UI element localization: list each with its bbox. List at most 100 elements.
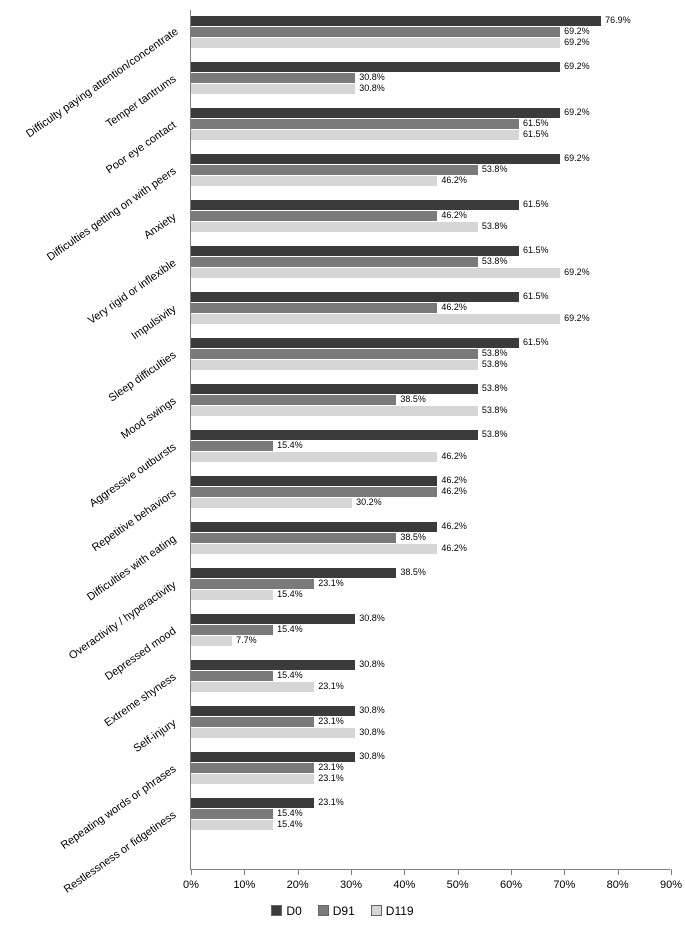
bar-D0 (191, 246, 519, 256)
x-tick-label: 90% (660, 879, 682, 891)
bar-D0 (191, 154, 560, 164)
bar-D0 (191, 430, 478, 440)
bar-D91 (191, 533, 396, 543)
bar-D119 (191, 406, 478, 416)
bar-value-label: 23.1% (318, 681, 344, 691)
bar-value-label: 30.8% (359, 751, 385, 761)
bar-value-label: 30.8% (359, 613, 385, 623)
bar-D91 (191, 671, 273, 681)
x-tick-label: 80% (607, 879, 629, 891)
bar-value-label: 38.5% (400, 532, 426, 542)
bar-D91 (191, 257, 478, 267)
bar-value-label: 69.2% (564, 313, 590, 323)
bar-D0 (191, 384, 478, 394)
bar-value-label: 46.2% (441, 175, 467, 185)
bar-D91 (191, 165, 478, 175)
bar-D119 (191, 84, 355, 94)
bar-D0 (191, 614, 355, 624)
bar-D119 (191, 544, 437, 554)
bar-D119 (191, 774, 314, 784)
bar-value-label: 15.4% (277, 589, 303, 599)
bar-D119 (191, 498, 352, 508)
bar-value-label: 53.8% (482, 164, 508, 174)
x-tick (351, 869, 352, 875)
bar-value-label: 53.8% (482, 405, 508, 415)
bar-D0 (191, 476, 437, 486)
bar-value-label: 15.4% (277, 819, 303, 829)
bar-value-label: 69.2% (564, 107, 590, 117)
x-tick (244, 869, 245, 875)
x-tick (511, 869, 512, 875)
bar-D0 (191, 108, 560, 118)
bar-value-label: 69.2% (564, 153, 590, 163)
bar-value-label: 15.4% (277, 670, 303, 680)
legend-label: D0 (286, 904, 301, 918)
bar-D119 (191, 268, 560, 278)
bar-value-label: 23.1% (318, 773, 344, 783)
x-tick (404, 869, 405, 875)
bar-value-label: 46.2% (441, 486, 467, 496)
bar-value-label: 69.2% (564, 61, 590, 71)
bar-value-label: 30.8% (359, 727, 385, 737)
bar-value-label: 46.2% (441, 210, 467, 220)
bar-value-label: 53.8% (482, 348, 508, 358)
bar-D91 (191, 487, 437, 497)
bar-value-label: 53.8% (482, 256, 508, 266)
bar-value-label: 30.2% (356, 497, 382, 507)
legend-label: D91 (333, 904, 355, 918)
bar-value-label: 46.2% (441, 451, 467, 461)
bar-D0 (191, 660, 355, 670)
legend-swatch (371, 905, 382, 916)
bar-D0 (191, 522, 437, 532)
bar-D119 (191, 222, 478, 232)
bar-value-label: 61.5% (523, 245, 549, 255)
legend: D0 D91 D119 (0, 904, 685, 918)
bar-value-label: 61.5% (523, 337, 549, 347)
bar-D91 (191, 763, 314, 773)
bar-D119 (191, 820, 273, 830)
bar-D119 (191, 360, 478, 370)
bar-D0 (191, 338, 519, 348)
bar-value-label: 30.8% (359, 83, 385, 93)
bar-value-label: 61.5% (523, 129, 549, 139)
bar-value-label: 69.2% (564, 26, 590, 36)
bar-value-label: 61.5% (523, 118, 549, 128)
bar-value-label: 30.8% (359, 705, 385, 715)
bar-D91 (191, 809, 273, 819)
bar-D119 (191, 636, 232, 646)
x-tick-label: 30% (340, 879, 362, 891)
bar-value-label: 46.2% (441, 521, 467, 531)
bar-value-label: 7.7% (236, 635, 257, 645)
legend-item-D119: D119 (371, 904, 414, 918)
x-tick-label: 10% (233, 879, 255, 891)
bar-value-label: 38.5% (400, 567, 426, 577)
legend-label: D119 (386, 904, 414, 918)
bar-value-label: 30.8% (359, 659, 385, 669)
bar-value-label: 23.1% (318, 578, 344, 588)
x-tick (191, 869, 192, 875)
legend-swatch (271, 905, 282, 916)
bar-value-label: 15.4% (277, 440, 303, 450)
x-tick (618, 869, 619, 875)
bar-D119 (191, 176, 437, 186)
bar-value-label: 53.8% (482, 221, 508, 231)
bar-D0 (191, 752, 355, 762)
bar-D91 (191, 579, 314, 589)
bar-value-label: 46.2% (441, 302, 467, 312)
x-tick-label: 0% (183, 879, 199, 891)
x-tick (458, 869, 459, 875)
bar-value-label: 30.8% (359, 72, 385, 82)
chart-container: 0%10%20%30%40%50%60%70%80%90%Difficulty … (0, 0, 685, 926)
bar-value-label: 15.4% (277, 808, 303, 818)
x-tick (564, 869, 565, 875)
plot-area: 0%10%20%30%40%50%60%70%80%90%Difficulty … (190, 10, 670, 870)
bar-D91 (191, 717, 314, 727)
legend-item-D0: D0 (271, 904, 301, 918)
bar-D91 (191, 395, 396, 405)
x-tick-label: 40% (393, 879, 415, 891)
bar-value-label: 23.1% (318, 797, 344, 807)
x-tick-label: 20% (287, 879, 309, 891)
bar-value-label: 23.1% (318, 716, 344, 726)
bar-D91 (191, 303, 437, 313)
bar-D119 (191, 314, 560, 324)
